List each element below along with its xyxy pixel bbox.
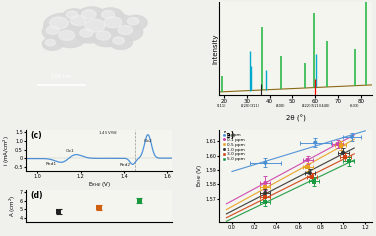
Text: (111): (111) <box>217 104 226 108</box>
Circle shape <box>59 30 75 40</box>
Circle shape <box>99 13 134 36</box>
Circle shape <box>113 37 124 44</box>
Circle shape <box>66 11 78 18</box>
Point <box>262 185 268 189</box>
Circle shape <box>82 10 96 19</box>
Y-axis label: i (mA/cm$^2$): i (mA/cm$^2$) <box>2 135 12 166</box>
Circle shape <box>114 23 143 41</box>
Text: Red2: Red2 <box>120 163 131 167</box>
Circle shape <box>65 13 98 33</box>
Text: Ox1: Ox1 <box>65 149 74 153</box>
X-axis label: E$_{RHE}$ (V): E$_{RHE}$ (V) <box>88 180 111 189</box>
Point <box>342 155 348 159</box>
Y-axis label: E$_{RHE}$ (V): E$_{RHE}$ (V) <box>195 164 204 187</box>
Point <box>56 210 62 214</box>
Point <box>305 165 311 169</box>
Text: (c): (c) <box>31 131 42 140</box>
Text: (533): (533) <box>350 104 359 108</box>
Point <box>349 135 355 139</box>
Legend: 0 ppm, 0.1 ppm, 0.5 ppm, 1.0 ppm, 3.0 ppm, 5.0 ppm: 0 ppm, 0.1 ppm, 0.5 ppm, 1.0 ppm, 3.0 pp… <box>223 133 245 161</box>
Text: (220)(311): (220)(311) <box>241 104 260 108</box>
Point <box>305 158 311 162</box>
Circle shape <box>54 27 86 47</box>
Point <box>96 206 102 210</box>
Circle shape <box>127 17 139 25</box>
Circle shape <box>42 24 68 40</box>
Point <box>340 151 346 155</box>
Circle shape <box>76 26 102 43</box>
Point <box>262 195 268 199</box>
Circle shape <box>46 26 59 34</box>
Point <box>346 160 352 163</box>
Text: Red1: Red1 <box>46 162 57 166</box>
Text: Ox2: Ox2 <box>144 139 152 143</box>
Circle shape <box>104 17 122 28</box>
Circle shape <box>79 15 120 41</box>
Point <box>262 200 268 204</box>
Point <box>307 171 313 175</box>
Point <box>309 175 315 179</box>
Text: (d): (d) <box>31 191 43 200</box>
Point <box>335 142 341 146</box>
Circle shape <box>45 39 56 46</box>
Point <box>311 180 317 183</box>
Point <box>262 191 268 195</box>
Text: 1.45 V$_{RHE}$: 1.45 V$_{RHE}$ <box>98 129 118 137</box>
Circle shape <box>85 19 105 32</box>
Y-axis label: A (cm$^2$): A (cm$^2$) <box>8 195 18 217</box>
Text: 100 nm: 100 nm <box>51 74 71 79</box>
Circle shape <box>50 17 68 29</box>
Circle shape <box>77 7 106 25</box>
Circle shape <box>102 10 115 19</box>
Circle shape <box>42 37 63 50</box>
Circle shape <box>98 8 124 25</box>
Circle shape <box>124 15 147 30</box>
Text: (e): (e) <box>223 131 235 139</box>
Point <box>262 181 268 185</box>
Circle shape <box>44 13 82 37</box>
X-axis label: 2θ (°): 2θ (°) <box>286 115 306 122</box>
Circle shape <box>118 25 132 35</box>
Y-axis label: Intensity: Intensity <box>212 33 218 64</box>
Circle shape <box>92 28 121 47</box>
Point <box>312 141 318 144</box>
Text: (422)(511)(440): (422)(511)(440) <box>302 104 331 108</box>
Circle shape <box>96 31 111 40</box>
Circle shape <box>109 35 132 49</box>
Text: (400): (400) <box>276 104 285 108</box>
Point <box>262 161 268 165</box>
Circle shape <box>63 9 86 24</box>
Circle shape <box>70 16 86 26</box>
Point <box>136 199 143 202</box>
Circle shape <box>80 29 93 37</box>
Point <box>338 143 344 147</box>
